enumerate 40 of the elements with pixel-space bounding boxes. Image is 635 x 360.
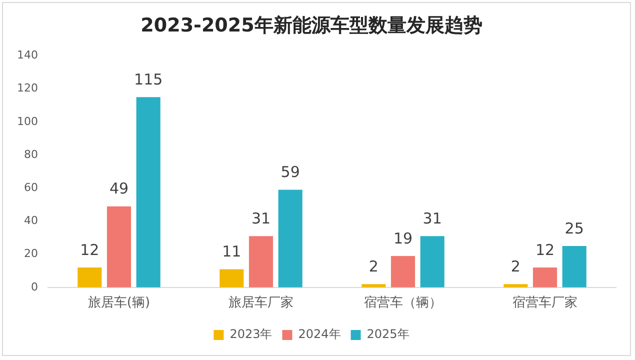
y-tick-label: 120: [16, 82, 38, 95]
bar: [248, 236, 274, 288]
y-tick-label: 20: [24, 247, 38, 260]
bar: [532, 268, 558, 288]
bar: [420, 236, 444, 288]
bar: [136, 97, 160, 288]
bar: [362, 284, 386, 288]
y-tick-label: 80: [24, 148, 38, 161]
bar: [562, 246, 586, 288]
legend-label: 2023年: [230, 327, 272, 342]
bar: [78, 268, 102, 288]
data-label: 11: [222, 242, 242, 261]
data-label: 31: [422, 210, 442, 228]
data-label: 49: [109, 180, 129, 198]
bar: [106, 206, 132, 288]
legend-label: 2024年: [298, 327, 341, 342]
data-label: 2: [510, 257, 520, 276]
x-tick-label: 宿营车厂家: [512, 294, 578, 311]
legend-label: 2025年: [366, 327, 410, 342]
data-label: 25: [564, 219, 584, 238]
bar: [390, 256, 416, 288]
bar: [220, 269, 244, 288]
y-tick-label: 40: [24, 214, 38, 228]
data-label: 12: [535, 240, 555, 259]
data-label: 31: [251, 210, 271, 228]
data-label: 115: [134, 70, 163, 89]
y-tick-label: 0: [30, 280, 38, 294]
x-tick-label: 宿营车（辆）: [364, 294, 442, 311]
x-tick-label: 旅居车(辆): [88, 296, 150, 311]
data-label: 19: [393, 229, 413, 248]
data-label: 12: [80, 240, 100, 259]
y-tick-label: 140: [16, 48, 38, 62]
x-tick-label: 旅居车厂家: [228, 294, 294, 311]
y-tick-label: 100: [16, 114, 38, 128]
bar: [278, 190, 302, 288]
data-label: 59: [280, 163, 300, 182]
data-label: 2: [368, 257, 378, 276]
bar: [504, 284, 528, 288]
chart-title: 2023-2025年新能源车型数量发展趋势: [140, 14, 482, 36]
y-tick-label: 60: [24, 181, 38, 194]
